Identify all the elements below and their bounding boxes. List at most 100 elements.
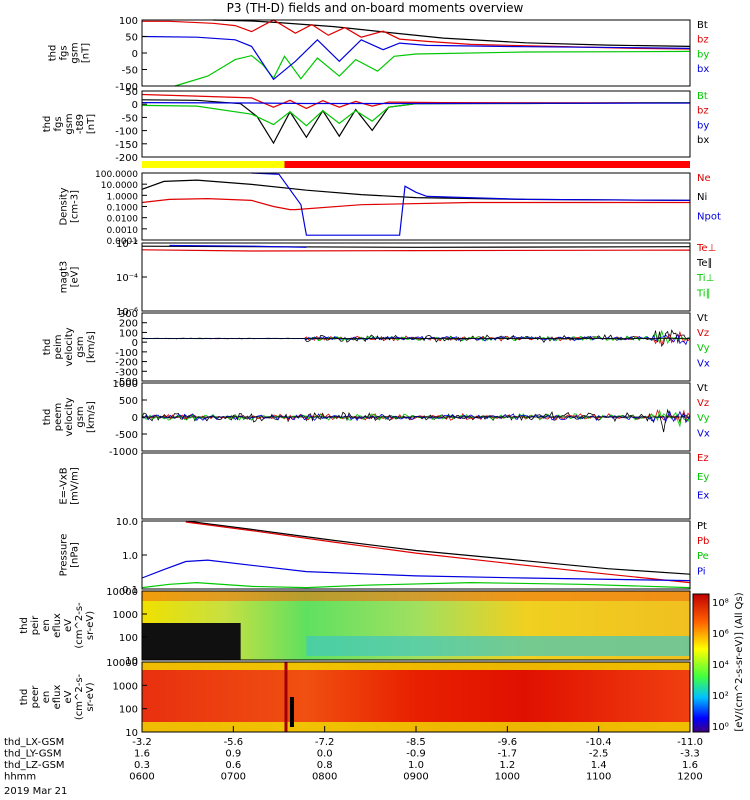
velocity-trace-black (141, 408, 691, 433)
legend-entry-vy: Vy (697, 413, 710, 424)
x-axis-value: -7.2 (315, 737, 335, 748)
y-tick-label: 1.0 (122, 551, 138, 562)
panel-frame (141, 242, 691, 312)
y-tick-label: 100 (119, 328, 138, 339)
colorbar-tick: 10⁶ (712, 629, 729, 640)
x-axis-value: 0900 (403, 772, 428, 783)
y-tick-label: 100 (119, 16, 138, 27)
x-axis-value: 1.6 (134, 749, 150, 760)
panel-frame (141, 90, 691, 158)
y-axis-label: Density[cm-3] (59, 187, 81, 225)
x-axis-value: 1.2 (499, 760, 515, 771)
panel-peir: 10000 1000 100 10 thdpeirenefluxeV(cm^2-s-sr… (19, 587, 691, 667)
legend-entry-vx: Vx (697, 428, 710, 439)
legend-entry-bx: bx (697, 135, 709, 146)
series-bx-line (141, 99, 691, 145)
x-axis-value: -9.6 (498, 737, 518, 748)
panel-frame (141, 452, 691, 520)
y-tick-label: 0 (132, 100, 138, 111)
figure-title: P3 (TH-D) fields and on-board moments ov… (226, 1, 524, 15)
legend-entry-ey: Ey (697, 472, 709, 483)
series-ti-line (141, 245, 691, 248)
y-tick-label: -50 (122, 113, 138, 124)
colorbar: 10⁸ 10⁶ 10⁴ 10² 10⁰ [eV/(cm^2-s-sr-eV)] (All … (692, 592, 745, 733)
series-pi-line (141, 559, 691, 582)
mode-bar-fast (284, 161, 690, 168)
series-pt-line (185, 520, 691, 575)
x-axis-value: 1100 (586, 772, 611, 783)
series-by-line (174, 50, 691, 87)
y-tick-label: -50 (122, 66, 138, 77)
legend-entry-bz: bz (697, 35, 709, 46)
y-tick-label: 10⁻⁶ (116, 307, 138, 318)
legend-entry-ex: Ex (697, 491, 709, 502)
series-bt-line (141, 102, 691, 127)
series-npot-line (169, 244, 307, 248)
y-axis-label: thdpeimvelocitygsm[km/s] (42, 327, 97, 366)
series-pb-line (185, 521, 691, 584)
x-axis-value: 0.0 (317, 749, 333, 760)
colorbar-scale (692, 593, 710, 733)
y-axis-label: thdpeemvelocitygsm[km/s] (42, 397, 97, 436)
panel-peim: 3002001000-100-200-300-500thdpeimvelocit… (42, 309, 710, 388)
spectrogram-stripe (284, 662, 288, 732)
panel-fgs: 100 50 0 -50 -100 thdfgsgsm[nT] Bt bz by bx (48, 16, 710, 93)
x-axis-value: -8.5 (406, 737, 426, 748)
y-tick-label: 10.0 (116, 517, 138, 528)
y-tick-label: -150 (115, 140, 138, 151)
y-tick-label: 10⁻² (116, 239, 138, 250)
y-tick-label: 10000 (106, 587, 138, 598)
y-tick-label: 500 (119, 396, 138, 407)
y-tick-label: -100 (115, 348, 138, 359)
y-tick-label: 200 (119, 319, 138, 330)
legend-entry-by: by (697, 49, 709, 60)
panel-frame (141, 19, 691, 87)
spectrogram-low-energy-block (142, 623, 241, 660)
panel-frame (141, 590, 691, 661)
x-axis-value: 0600 (129, 772, 154, 783)
legend-entry-vz: Vz (697, 328, 709, 339)
series-bz-line (141, 93, 691, 110)
x-axis-value: 1.6 (682, 760, 698, 771)
x-axis-value: 0800 (312, 772, 337, 783)
x-axis-value: 0.8 (317, 760, 333, 771)
x-axis-row-label: thd_LX-GSM (4, 737, 64, 748)
y-tick-label: 0 (132, 49, 138, 60)
velocity-trace-red (141, 408, 691, 424)
legend-entry-vt: Vt (697, 383, 708, 394)
series-bt-line (213, 19, 691, 47)
x-axis-value: 0.9 (225, 749, 241, 760)
series-ni-line (141, 179, 691, 201)
y-axis-label: E=-VxB[mV/m] (59, 467, 81, 505)
x-axis-value: 1000 (495, 772, 520, 783)
series-bx-line (141, 35, 691, 81)
x-axis-value: -10.4 (586, 737, 612, 748)
colorbar-tick: 10⁰ (712, 722, 729, 733)
legend-entry-vy: Vy (697, 343, 710, 354)
legend-entry-te∥: Te∥ (696, 258, 713, 269)
series-by-line (141, 102, 691, 105)
y-tick-label: -300 (115, 367, 138, 378)
legend-entry-ez: Ez (697, 453, 709, 464)
x-axis-value: 1200 (677, 772, 702, 783)
x-axis: thd_LX-GSM -3.2 -5.6 -7.2 -8.5 -9.6 -10.4 -11.0… (4, 726, 703, 797)
y-tick-label: 0.0010 (107, 226, 139, 236)
y-tick-label: 100 (119, 705, 138, 716)
legend-entry-pt: Pt (697, 521, 707, 532)
colorbar-label: [eV/(cm^2-s-sr-eV)] (All Qs) (734, 592, 745, 731)
y-tick-label: -100 (115, 127, 138, 138)
legend-entry-pi: Pi (697, 566, 706, 577)
legend-entry-ti∥: Ti∥ (696, 288, 711, 299)
x-axis-row-label: thd_LY-GSM (4, 749, 61, 760)
legend-entry-te⊥: Te⊥ (696, 243, 716, 254)
y-tick-label: -1000 (109, 447, 138, 458)
legend-entry-by: by (697, 120, 709, 131)
legend-entry-bz: bz (697, 106, 709, 117)
y-tick-label: 100 (119, 633, 138, 644)
y-tick-label: 50 (125, 33, 138, 44)
y-tick-label: 1000 (113, 610, 138, 621)
legend-entry-vt: Vt (697, 313, 708, 324)
mode-bar-slow (142, 161, 285, 168)
